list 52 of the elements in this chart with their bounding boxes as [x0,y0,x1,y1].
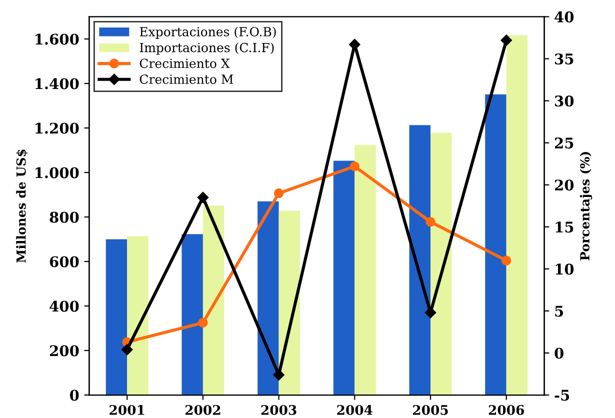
bar [106,239,128,396]
point [500,34,512,46]
point [198,318,208,328]
bar [354,144,376,396]
y-axis-title: Millones de US$ [16,150,28,263]
y2-tick-label: -5 [554,390,570,401]
point [197,192,209,204]
x-tick-label: 2002 [185,404,220,415]
y2-tick-label: 10 [556,264,574,275]
y2-tick-label: 5 [555,306,564,317]
bar [202,206,224,396]
legend-label: Crecimiento M [140,74,234,84]
y-tick-label: 200 [50,345,79,356]
y2-axis-title: Porcentajes (%) [580,152,592,260]
y-tick-label: 0 [70,390,79,401]
point [350,161,360,172]
y2-tick-label: 40 [554,11,574,22]
y-tick-label: 1.400 [36,78,79,90]
y2-tick-label: 35 [555,53,574,64]
point [501,256,512,266]
x-tick-label: 2004 [337,404,372,415]
y-tick-label: 400 [50,300,79,312]
y-tick-label: 1.200 [36,122,79,134]
y-tick-label: 600 [50,256,79,268]
legend-label: Importaciones (C.I.F) [140,42,274,55]
y-tick-label: 1.000 [36,167,79,178]
bar [182,234,203,396]
bar [409,125,430,396]
bar [430,132,452,396]
y2-tick-label: 30 [555,96,574,107]
y2-tick-label: 15 [556,222,574,233]
x-tick-label: 2003 [261,404,296,415]
point [426,216,436,227]
point [273,369,284,380]
y2-tick-label: 20 [554,180,574,191]
point [274,188,284,198]
x-tick-label: 2005 [413,404,448,415]
y-tick-label: 800 [50,212,79,223]
x-tick-label: 2001 [110,404,144,415]
legend-label: Crecimiento X [140,58,230,68]
x-tick-label: 2006 [488,404,524,415]
bar [333,160,355,396]
bar [485,94,506,396]
y2-tick-label: 25 [554,138,574,149]
point [121,344,133,356]
bar [506,34,528,396]
bar [127,236,148,396]
y-tick-label: 1.600 [36,34,79,45]
y2-tick-label: 0 [554,348,564,359]
bar [278,210,300,396]
bar [258,201,279,396]
legend-label: Exportaciones (F.O.B) [140,26,276,39]
